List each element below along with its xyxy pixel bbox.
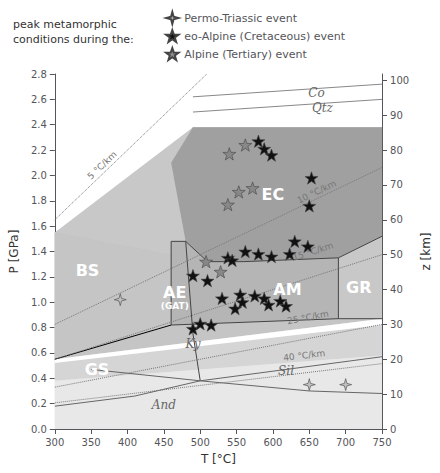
svg-text:650: 650 <box>300 437 319 448</box>
svg-text:600: 600 <box>263 437 282 448</box>
svg-text:conditions during the:: conditions during the: <box>13 33 134 46</box>
svg-text:60: 60 <box>390 214 403 225</box>
svg-text:10: 10 <box>390 389 403 400</box>
svg-text:20: 20 <box>390 354 403 365</box>
svg-text:80: 80 <box>390 145 403 156</box>
svg-text:eo-Alpine (Cretaceous) event: eo-Alpine (Cretaceous) event <box>184 30 345 43</box>
svg-text:0: 0 <box>390 424 396 435</box>
svg-text:500: 500 <box>191 437 210 448</box>
svg-text:2.4: 2.4 <box>31 119 47 130</box>
svg-text:Sil: Sil <box>278 364 294 378</box>
svg-text:GR: GR <box>346 278 371 297</box>
svg-text:750: 750 <box>372 437 391 448</box>
svg-text:2.6: 2.6 <box>31 94 47 105</box>
svg-text:40 °C/km: 40 °C/km <box>283 348 326 363</box>
svg-text:peak metamorphic: peak metamorphic <box>13 18 117 31</box>
svg-text:Alpine (Tertiary) event: Alpine (Tertiary) event <box>184 48 307 61</box>
svg-text:1.8: 1.8 <box>31 195 47 206</box>
svg-text:Ky: Ky <box>184 337 200 351</box>
svg-text:350: 350 <box>82 437 101 448</box>
svg-text:40: 40 <box>390 284 403 295</box>
svg-text:300: 300 <box>45 437 64 448</box>
svg-text:0.2: 0.2 <box>31 398 47 409</box>
svg-text:1.2: 1.2 <box>31 271 47 282</box>
svg-text:P [GPa]: P [GPa] <box>7 230 21 274</box>
svg-text:70: 70 <box>390 179 403 190</box>
svg-text:400: 400 <box>118 437 137 448</box>
svg-text:5 °C/km: 5 °C/km <box>85 149 118 181</box>
svg-text:1.4: 1.4 <box>31 246 47 257</box>
svg-text:1.0: 1.0 <box>31 297 47 308</box>
svg-text:10 °C/km: 10 °C/km <box>295 178 337 205</box>
svg-text:0.4: 0.4 <box>31 373 47 384</box>
svg-text:AE: AE <box>163 283 186 302</box>
svg-text:AM: AM <box>273 280 301 299</box>
svg-text:0.8: 0.8 <box>31 322 47 333</box>
svg-text:0.6: 0.6 <box>31 347 47 358</box>
svg-text:T [°C]: T [°C] <box>200 452 236 466</box>
svg-text:90: 90 <box>390 110 403 121</box>
svg-text:550: 550 <box>227 437 246 448</box>
svg-text:700: 700 <box>336 437 355 448</box>
svg-text:450: 450 <box>154 437 173 448</box>
svg-text:2.8: 2.8 <box>31 69 47 80</box>
svg-text:15 °C/km: 15 °C/km <box>291 240 334 262</box>
svg-text:BS: BS <box>76 261 100 280</box>
svg-text:2.0: 2.0 <box>31 170 47 181</box>
svg-text:And: And <box>151 398 176 412</box>
svg-text:GS: GS <box>85 360 110 379</box>
svg-text:Qtz: Qtz <box>312 101 334 115</box>
svg-text:100: 100 <box>390 75 409 86</box>
svg-text:2.2: 2.2 <box>31 145 47 156</box>
svg-text:0.0: 0.0 <box>31 424 47 435</box>
svg-text:(GAT): (GAT) <box>161 301 189 311</box>
svg-text:30: 30 <box>390 319 403 330</box>
svg-text:Permo-Triassic event: Permo-Triassic event <box>184 12 297 25</box>
svg-text:Co: Co <box>308 86 324 100</box>
svg-text:EC: EC <box>262 185 285 204</box>
svg-text:1.6: 1.6 <box>31 221 47 232</box>
svg-text:50: 50 <box>390 249 403 260</box>
svg-text:25 °C/km: 25 °C/km <box>286 309 329 327</box>
svg-text:z [km]: z [km] <box>419 232 433 270</box>
